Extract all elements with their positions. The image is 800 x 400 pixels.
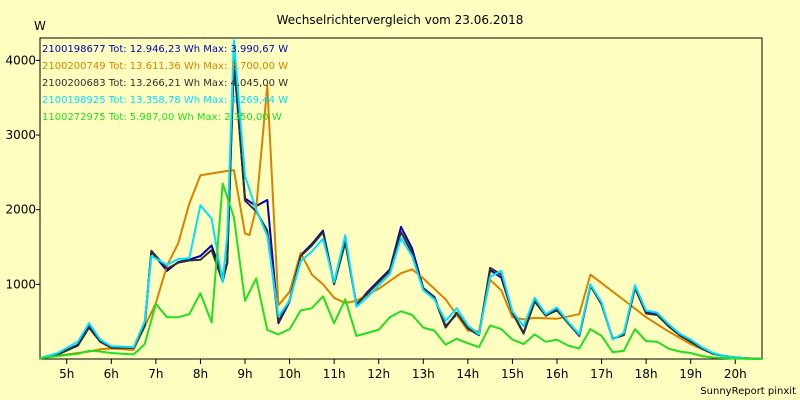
x-tick-label: 19h — [679, 367, 702, 381]
footer-label: SunnyReport pinxit — [700, 386, 796, 397]
series-line-2100198925 — [39, 39, 763, 360]
legend-entry-1100272975: 1100272975 Tot: 5.987,00 Wh Max: 2.350,0… — [42, 112, 282, 123]
legend: 2100198677 Tot: 12.946,23 Wh Max: 3.990,… — [42, 44, 288, 123]
x-tick-label: 17h — [590, 367, 613, 381]
series-line-2100200749 — [39, 84, 763, 360]
legend-entry-2100198677: 2100198677 Tot: 12.946,23 Wh Max: 3.990,… — [42, 44, 288, 55]
x-tick-label: 12h — [367, 367, 390, 381]
x-tick-label: 10h — [278, 367, 301, 381]
legend-entry-2100200683: 2100200683 Tot: 13.266,21 Wh Max: 4.045,… — [42, 78, 288, 89]
axis-layer: 5h 6h 7h 8h 9h 10h 11h 12h 13h 14h 15h 16h 17h 18h 19h… — [5, 37, 763, 381]
chart-title: Wechselrichtervergleich vom 23.06.2018 — [277, 13, 524, 27]
y-tick-label: 1000 — [5, 277, 36, 291]
y-tick-label: 2000 — [5, 203, 36, 217]
x-tick-label: 18h — [635, 367, 658, 381]
x-tick-label: 14h — [456, 367, 479, 381]
x-tick-label: 11h — [323, 367, 346, 381]
x-tick-label: 16h — [546, 367, 569, 381]
x-tick-label: 13h — [412, 367, 435, 381]
x-tick-label: 6h — [104, 367, 119, 381]
x-tick-label: 5h — [59, 367, 74, 381]
series-layer — [39, 39, 763, 360]
series-line-1100272975 — [39, 182, 763, 360]
legend-entry-2100200749: 2100200749 Tot: 13.611,36 Wh Max: 3.700,… — [42, 61, 288, 72]
legend-entry-2100198925: 2100198925 Tot: 13.358,78 Wh Max: 4.269,… — [42, 95, 288, 106]
x-tick-label: 7h — [148, 367, 163, 381]
series-line-2100200683 — [39, 56, 763, 360]
y-tick-label: 3000 — [5, 128, 36, 142]
y-tick-label: 4000 — [5, 53, 36, 67]
x-tick-label: 9h — [237, 367, 252, 381]
x-tick-label: 8h — [193, 367, 208, 381]
x-tick-label: 20h — [724, 367, 747, 381]
x-tick-label: 15h — [501, 367, 524, 381]
y-axis-unit-label: W — [34, 19, 46, 33]
